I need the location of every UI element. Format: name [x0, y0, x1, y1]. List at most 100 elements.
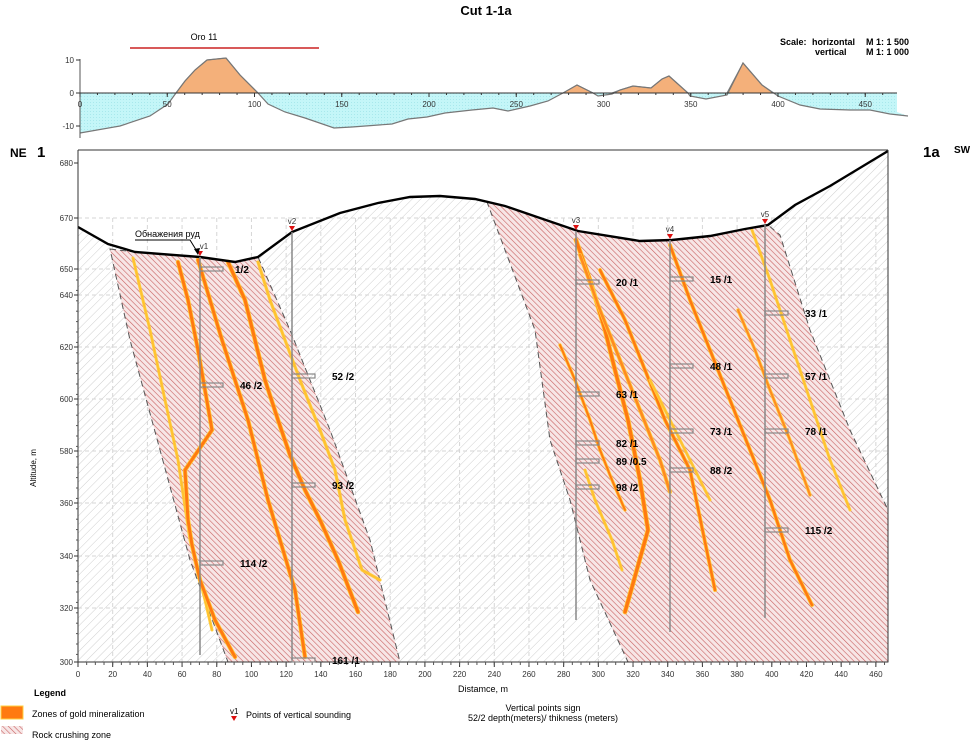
- gold-mineralization-vein: [196, 258, 307, 659]
- sample-label: 63 /1: [616, 390, 639, 401]
- profile-y-tick-label: -10: [62, 122, 74, 131]
- sample-interval-marker: [764, 310, 789, 316]
- legend-label-crushing: Rock crushing zone: [32, 730, 111, 740]
- red-triangle-marker-icon[interactable]: [289, 226, 295, 231]
- sample-label: 98 /2: [616, 483, 639, 494]
- x-tick-label: 60: [178, 670, 187, 679]
- profile-positive-area: [611, 75, 690, 94]
- sample-interval-marker: [669, 363, 694, 369]
- y-tick-label: 680: [60, 159, 74, 168]
- profile-x-tick-label: 300: [597, 100, 611, 109]
- left-direction-label: NE: [10, 146, 27, 160]
- right-direction-label: SW: [954, 145, 971, 156]
- profile-line: [79, 57, 909, 134]
- sample-interval-marker: [291, 373, 316, 379]
- profile-y-tick-label: 10: [65, 56, 74, 65]
- x-tick-label: 400: [765, 670, 779, 679]
- sample-interval-marker: [764, 428, 789, 434]
- profile-x-tick-label: 100: [248, 100, 262, 109]
- ground-surface-line: [77, 149, 889, 264]
- profile-x-tick-label: 450: [859, 100, 873, 109]
- x-tick-label: 380: [730, 670, 744, 679]
- x-tick-label: 220: [453, 670, 467, 679]
- scale-vertical-value: M 1: 1 000: [866, 47, 909, 57]
- sample-interval-marker: [199, 560, 224, 566]
- sample-interval-marker: [291, 657, 316, 663]
- sample-interval-marker: [669, 428, 694, 434]
- gold-mineralization-vein: [559, 344, 626, 511]
- sample-interval-marker: [575, 440, 600, 446]
- sample-interval-marker: [199, 266, 224, 272]
- left-end-label: 1: [37, 144, 45, 161]
- right-end-label: 1a: [923, 144, 940, 161]
- x-tick-label: 240: [488, 670, 502, 679]
- x-tick-label: 200: [418, 670, 432, 679]
- gold-mineralization-vein: [132, 257, 213, 631]
- sounding-v5: v5 33 /1 57 /1 78 /1 115 /2: [761, 210, 833, 618]
- x-tick-label: 260: [522, 670, 536, 679]
- profile-negative-area: [80, 93, 908, 133]
- y-tick-label: 300: [60, 658, 74, 667]
- red-triangle-marker-icon[interactable]: [573, 225, 579, 230]
- x-tick-label: 120: [279, 670, 293, 679]
- x-tick-label: 280: [557, 670, 571, 679]
- y-tick-label: 360: [60, 499, 74, 508]
- sounding-label: v2: [288, 217, 297, 226]
- x-tick-label: 140: [314, 670, 328, 679]
- x-tick-label: 20: [108, 670, 117, 679]
- profile-positive-area: [175, 57, 260, 94]
- sample-interval-marker: [575, 484, 600, 490]
- arrowhead-icon: [194, 248, 200, 255]
- sample-interval-marker: [575, 391, 600, 397]
- sounding-v2: v2 52 /2 93 /2 161 /1: [288, 217, 360, 667]
- x-tick-label: 180: [384, 670, 398, 679]
- sample-label: 78 /1: [805, 427, 828, 438]
- profile-x-tick-label: 150: [335, 100, 349, 109]
- outcrop-leader-arrow: [135, 239, 199, 254]
- y-tick-label: 640: [60, 291, 74, 300]
- sample-label: 15 /1: [710, 275, 733, 286]
- y-axis-label: Altitude, m: [29, 449, 38, 487]
- y-tick-label: 580: [60, 447, 74, 456]
- profile-x-tick-label: 350: [684, 100, 698, 109]
- sample-interval-marker: [575, 458, 600, 464]
- x-tick-label: 80: [212, 670, 221, 679]
- sample-label: 89 /0.5: [616, 457, 647, 468]
- legend-title: Legend: [34, 688, 66, 698]
- x-tick-label: 160: [349, 670, 363, 679]
- sample-label: 114 /2: [240, 559, 268, 570]
- legend: Legend Zones of gold mineralization Rock…: [0, 688, 618, 740]
- sample-label: 1/2: [235, 265, 249, 276]
- y-tick-label: 340: [60, 552, 74, 561]
- red-triangle-marker-icon[interactable]: [762, 219, 768, 224]
- sample-label: 88 /2: [710, 466, 733, 477]
- sample-label: 161 /1: [332, 656, 360, 667]
- gold-mineralization-vein: [578, 253, 672, 494]
- profile-x-tick-label: 200: [422, 100, 436, 109]
- sample-label: 52 /2: [332, 372, 355, 383]
- gold-mineralization-vein: [751, 229, 851, 511]
- sample-label: 20 /1: [616, 278, 639, 289]
- legend-label-sounding: Points of vertical sounding: [246, 710, 351, 720]
- sample-label: 73 /1: [710, 427, 733, 438]
- figure-title: Cut 1-1a: [460, 3, 512, 18]
- sounding-v1: v1 1/2 46 /2 114 /2: [197, 242, 268, 655]
- red-triangle-marker-icon[interactable]: [667, 234, 673, 239]
- gold-mineralization-veins: [131, 228, 852, 660]
- sounding-v3: v3 20 /1 63 /1 82 /1 89 /0.5 98 /2: [572, 216, 647, 620]
- x-tick-label: 320: [626, 670, 640, 679]
- profile-x-tick-label: 50: [163, 100, 172, 109]
- y-tick-label: 670: [60, 214, 74, 223]
- profile-y-tick-label: 0: [70, 89, 75, 98]
- gold-mineralization-vein: [649, 379, 711, 501]
- sample-label: 115 /2: [805, 526, 833, 537]
- sounding-label: v4: [666, 225, 675, 234]
- sample-label: 46 /2: [240, 381, 263, 392]
- sounding-label: v1: [200, 242, 209, 251]
- gold-mineralization-vein: [226, 260, 360, 614]
- scale-label: Scale:: [780, 37, 807, 47]
- sample-label: 33 /1: [805, 309, 828, 320]
- x-tick-label: 0: [76, 670, 81, 679]
- legend-marker-label: v1: [230, 707, 239, 716]
